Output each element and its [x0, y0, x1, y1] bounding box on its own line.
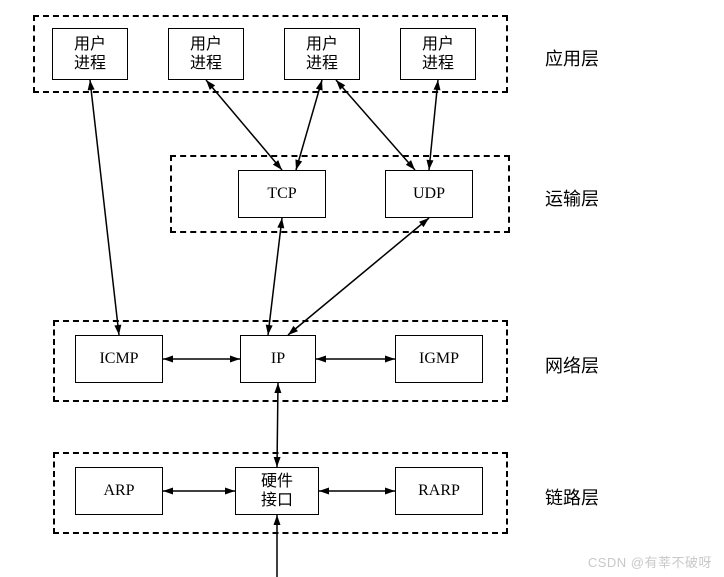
node-tcp: TCP — [238, 170, 326, 218]
layer-label-net: 网络层 — [545, 352, 599, 378]
node-igmp: IGMP — [395, 335, 483, 383]
node-ip: IP — [240, 335, 316, 383]
diagram-stage: CSDN @有莘不破呀 应用层运输层网络层链路层用户 进程用户 进程用户 进程用… — [0, 0, 724, 577]
node-udp: UDP — [385, 170, 473, 218]
node-hw: 硬件 接口 — [235, 467, 319, 515]
node-u1: 用户 进程 — [52, 28, 128, 80]
watermark: CSDN @有莘不破呀 — [588, 552, 712, 571]
node-arp: ARP — [75, 467, 163, 515]
layer-label-app: 应用层 — [545, 45, 599, 71]
node-u2: 用户 进程 — [168, 28, 244, 80]
node-u4: 用户 进程 — [400, 28, 476, 80]
node-icmp: ICMP — [75, 335, 163, 383]
layer-label-tran: 运输层 — [545, 185, 599, 211]
node-rarp: RARP — [395, 467, 483, 515]
layer-label-link: 链路层 — [545, 484, 599, 510]
node-u3: 用户 进程 — [284, 28, 360, 80]
